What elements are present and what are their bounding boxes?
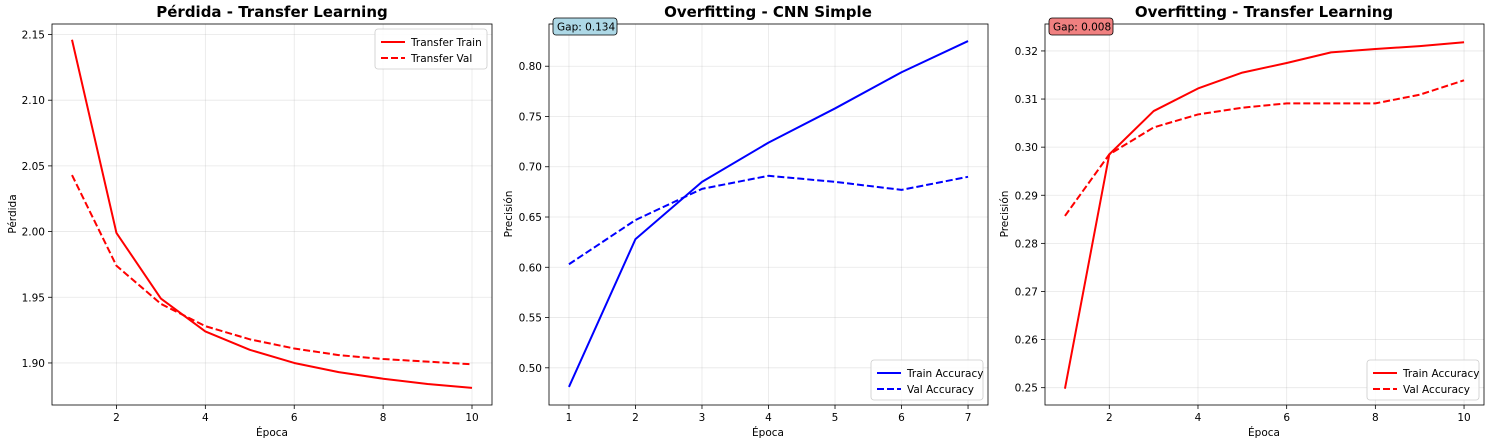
x-tick-label: 7 bbox=[965, 412, 972, 424]
y-tick-label: 0.28 bbox=[1015, 238, 1038, 250]
series-line-train bbox=[1063, 41, 1465, 389]
y-tick-label: 0.50 bbox=[519, 363, 542, 375]
x-tick-label: 2 bbox=[632, 412, 639, 424]
y-axis-label: Precisión bbox=[503, 191, 515, 238]
legend-label: Transfer Train bbox=[410, 37, 482, 49]
chart-title: Overfitting - CNN Simple bbox=[664, 3, 872, 21]
gap-badge bbox=[1048, 17, 1114, 36]
legend-label: Transfer Val bbox=[410, 53, 472, 65]
chart-overfitting-transfer: Overfitting - Transfer Learning Época Pr… bbox=[999, 3, 1485, 439]
plot-frame bbox=[1044, 23, 1485, 406]
y-tick-label: 0.32 bbox=[1015, 46, 1038, 58]
x-tick-label: 6 bbox=[291, 412, 298, 424]
y-tick-label: 0.70 bbox=[519, 162, 542, 174]
series-line-train bbox=[568, 40, 969, 388]
series-line-train bbox=[71, 39, 473, 389]
x-tick-label: 10 bbox=[465, 412, 478, 424]
gap-text: Gap: 0.134 bbox=[557, 22, 615, 34]
legend-label: Val Accuracy bbox=[1403, 384, 1470, 396]
y-tick-label: 0.80 bbox=[519, 61, 542, 73]
legend-label: Val Accuracy bbox=[907, 384, 974, 396]
y-tick-label: 0.55 bbox=[519, 313, 542, 325]
x-tick-label: 6 bbox=[1283, 412, 1290, 424]
y-tick-label: 0.29 bbox=[1015, 190, 1038, 202]
plot-frame bbox=[51, 23, 493, 406]
y-tick-label: 0.75 bbox=[519, 111, 542, 123]
gap-badge bbox=[552, 17, 618, 36]
x-tick-label: 8 bbox=[1372, 412, 1379, 424]
series-line-val bbox=[568, 174, 969, 266]
x-tick-label: 6 bbox=[898, 412, 905, 424]
y-axis-label: Precisión bbox=[999, 191, 1011, 238]
y-tick-label: 1.95 bbox=[22, 292, 45, 304]
gap-text: Gap: 0.008 bbox=[1053, 22, 1111, 34]
x-tick-label: 4 bbox=[202, 412, 209, 424]
x-tick-label: 1 bbox=[566, 412, 573, 424]
x-axis-label: Época bbox=[752, 426, 784, 439]
x-axis-label: Época bbox=[256, 426, 288, 439]
y-tick-label: 2.15 bbox=[22, 30, 45, 42]
series-line-val bbox=[71, 174, 473, 366]
y-tick-label: 0.31 bbox=[1015, 94, 1038, 106]
x-tick-label: 4 bbox=[1195, 412, 1202, 424]
y-tick-label: 0.27 bbox=[1015, 286, 1038, 298]
chart-title: Overfitting - Transfer Learning bbox=[1135, 3, 1393, 21]
x-tick-label: 3 bbox=[699, 412, 706, 424]
y-tick-label: 2.00 bbox=[22, 227, 45, 239]
y-axis-label: Pérdida bbox=[7, 194, 19, 233]
chart-loss-transfer: Pérdida - Transfer Learning Época Pérdid… bbox=[7, 3, 493, 439]
x-tick-label: 8 bbox=[380, 412, 387, 424]
x-tick-label: 10 bbox=[1457, 412, 1470, 424]
x-axis-label: Época bbox=[1248, 426, 1280, 439]
y-tick-label: 0.30 bbox=[1015, 142, 1038, 154]
chart-title: Pérdida - Transfer Learning bbox=[156, 3, 388, 21]
y-tick-label: 0.25 bbox=[1015, 383, 1038, 395]
legend-label: Train Accuracy bbox=[906, 368, 983, 380]
gap-annotation: Gap: 0.134 bbox=[552, 17, 618, 36]
y-tick-label: 2.05 bbox=[22, 161, 45, 173]
gap-annotation: Gap: 0.008 bbox=[1048, 17, 1114, 36]
y-tick-label: 1.90 bbox=[22, 358, 45, 370]
y-tick-label: 0.65 bbox=[519, 212, 542, 224]
legend: Train Accuracy Val Accuracy bbox=[870, 359, 983, 401]
x-tick-label: 5 bbox=[832, 412, 839, 424]
series-line-val bbox=[1064, 79, 1465, 217]
x-tick-label: 4 bbox=[765, 412, 772, 424]
legend-label: Train Accuracy bbox=[1402, 368, 1479, 380]
y-tick-label: 0.26 bbox=[1015, 335, 1039, 347]
chart-overfitting-cnn: Overfitting - CNN Simple Época Precisión… bbox=[503, 3, 989, 439]
y-tick-label: 2.10 bbox=[22, 95, 45, 107]
legend: Train Accuracy Val Accuracy bbox=[1366, 359, 1479, 401]
y-tick-label: 0.60 bbox=[519, 262, 542, 274]
x-tick-label: 2 bbox=[1106, 412, 1113, 424]
x-tick-label: 2 bbox=[113, 412, 120, 424]
legend: Transfer Train Transfer Val bbox=[374, 28, 488, 70]
